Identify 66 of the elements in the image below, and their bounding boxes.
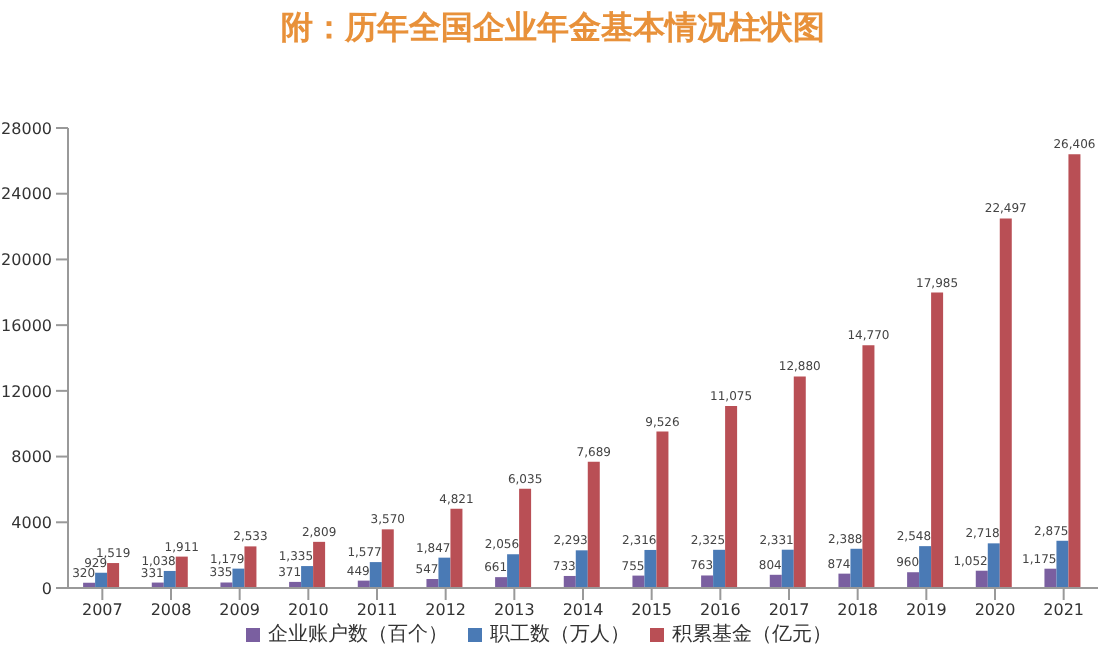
bar	[644, 549, 657, 588]
x-tick-label: 2020	[974, 601, 1016, 620]
bar	[769, 574, 782, 588]
bar	[587, 461, 600, 588]
y-tick-label: 28000	[1, 119, 52, 138]
x-tick-label: 2016	[699, 601, 741, 620]
y-tick-label: 4000	[11, 513, 52, 532]
x-tick-label: 2008	[150, 601, 192, 620]
bar	[232, 568, 245, 588]
bar	[563, 575, 576, 588]
y-tick-label: 0	[41, 579, 52, 598]
x-tick-label: 2017	[768, 601, 810, 620]
bar	[175, 556, 188, 588]
bar	[495, 577, 508, 588]
bar	[438, 557, 451, 588]
bar	[931, 292, 944, 588]
bar	[1044, 568, 1057, 588]
legend-label: 职工数（万人）	[490, 624, 630, 646]
y-tick-label: 16000	[1, 316, 52, 335]
bar	[519, 488, 532, 588]
chart-title: 附：历年全国企业年金基本情况柱状图	[279, 6, 827, 50]
bar	[575, 550, 588, 588]
bar	[1068, 154, 1081, 588]
x-tick-label: 2015	[631, 601, 673, 620]
bar	[1056, 540, 1069, 588]
x-tick-label: 2009	[219, 601, 261, 620]
bar	[381, 529, 394, 588]
bar	[656, 431, 669, 588]
bar	[838, 573, 851, 588]
x-tick-label: 2012	[425, 601, 467, 620]
x-tick-label: 2021	[1043, 601, 1085, 620]
bar	[907, 572, 920, 588]
bar	[850, 548, 863, 588]
x-tick-label: 2007	[81, 601, 123, 620]
x-tick-label: 2011	[356, 601, 398, 620]
bar	[507, 554, 520, 588]
bar	[301, 566, 314, 588]
bar	[107, 563, 120, 588]
bar	[919, 546, 932, 588]
bar	[781, 549, 794, 588]
bar	[975, 570, 988, 588]
x-tick-label: 2019	[905, 601, 947, 620]
bar	[713, 549, 726, 588]
legend-label: 积累基金（亿元）	[672, 624, 832, 646]
bar	[313, 541, 326, 588]
y-tick-label: 24000	[1, 185, 52, 204]
bar	[701, 575, 714, 588]
bar	[999, 218, 1012, 588]
bar	[95, 572, 108, 588]
y-tick-label: 20000	[1, 251, 52, 270]
x-tick-label: 2010	[287, 601, 329, 620]
bar	[793, 376, 806, 588]
y-tick-label: 8000	[11, 448, 52, 467]
bar	[450, 508, 463, 588]
bar	[725, 406, 738, 588]
bar	[163, 570, 176, 588]
y-tick-label: 12000	[1, 382, 52, 401]
x-tick-label: 2018	[837, 601, 879, 620]
x-tick-label: 2014	[562, 601, 604, 620]
x-tick-label: 2013	[493, 601, 535, 620]
bar	[369, 562, 382, 588]
bar	[862, 345, 875, 588]
legend-label: 企业账户数（百个）	[268, 624, 448, 646]
bar	[987, 543, 1000, 588]
bar	[244, 546, 257, 588]
bar	[220, 582, 233, 588]
